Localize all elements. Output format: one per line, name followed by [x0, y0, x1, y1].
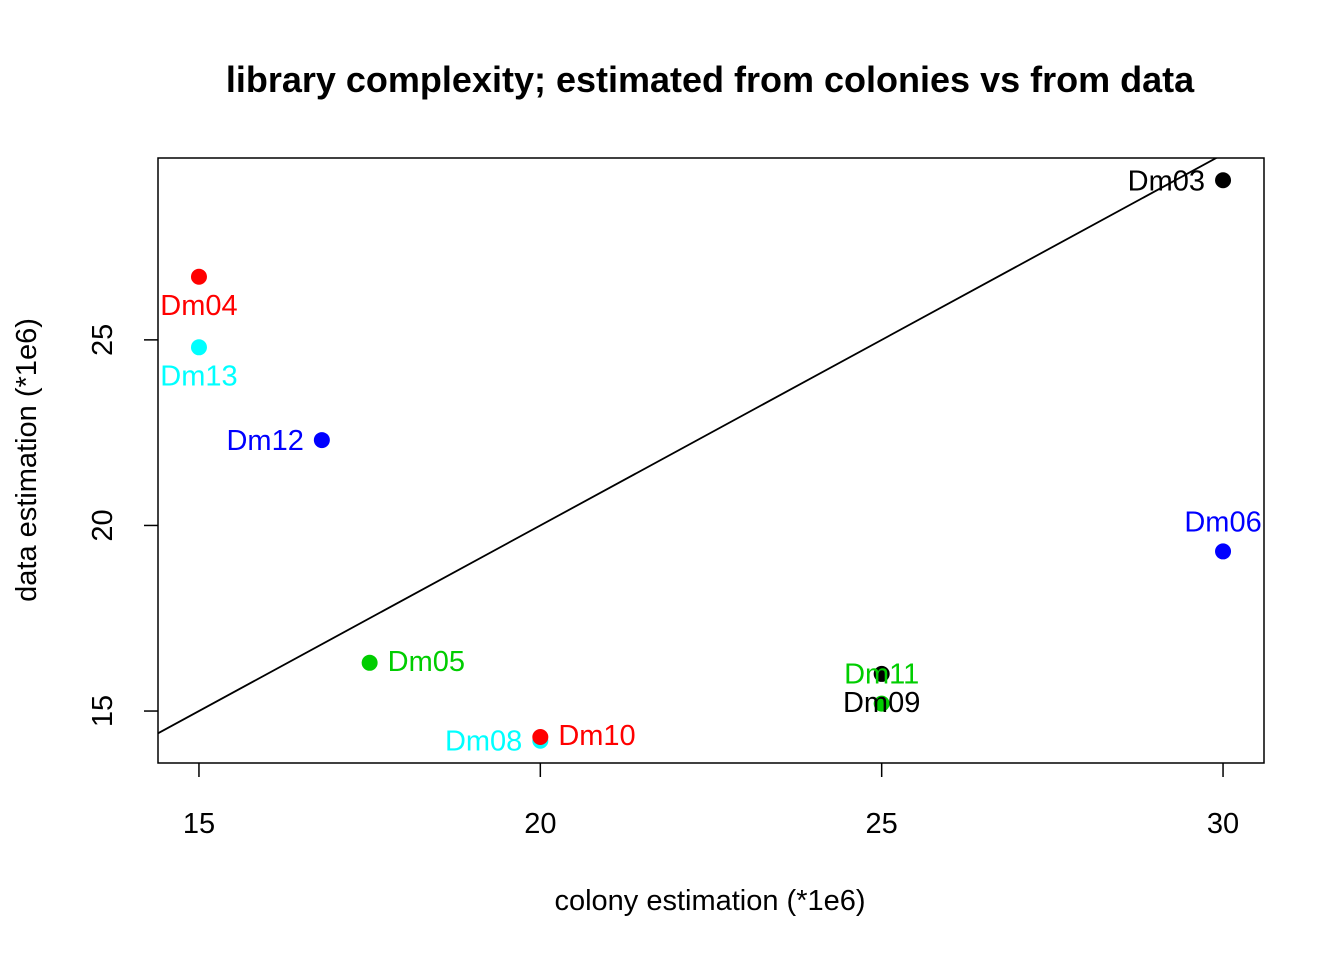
point-label-dm12: Dm12	[226, 425, 303, 457]
data-point-dm10	[532, 729, 549, 746]
data-points	[190, 172, 1232, 749]
point-label-dm04: Dm04	[160, 290, 237, 322]
reference-line-group	[158, 158, 1219, 735]
chart-title: library complexity; estimated from colon…	[226, 59, 1195, 100]
data-point-dm03	[1215, 172, 1232, 189]
data-point-dm12	[313, 432, 330, 449]
point-label-dm13: Dm13	[160, 360, 237, 392]
data-point-dm05	[361, 654, 378, 671]
point-label-dm09: Dm09	[843, 687, 920, 719]
data-point-dm13	[190, 339, 207, 356]
x-axis: 15 20 25 30	[183, 763, 1239, 840]
y-tick-label: 20	[87, 509, 119, 541]
data-point-dm04	[190, 268, 207, 285]
x-tick-label: 30	[1207, 808, 1239, 840]
x-tick-label: 25	[866, 808, 898, 840]
data-point-dm11	[873, 695, 890, 712]
data-point-dm09	[873, 665, 890, 682]
data-point-dm06	[1215, 543, 1232, 560]
point-label-dm06: Dm06	[1184, 506, 1261, 538]
reference-line	[158, 158, 1219, 735]
x-tick-label: 20	[524, 808, 556, 840]
x-tick-label: 15	[183, 808, 215, 840]
point-label-dm11: Dm11	[844, 659, 919, 691]
y-tick-label: 15	[87, 695, 119, 727]
point-label-dm05: Dm05	[388, 646, 465, 678]
y-axis: 15 20 25	[87, 324, 158, 727]
point-label-dm03: Dm03	[1128, 165, 1205, 197]
point-label-dm10: Dm10	[558, 720, 635, 752]
plot-frame	[157, 157, 1265, 764]
point-label-dm08: Dm08	[445, 726, 522, 758]
y-axis-label: data estimation (*1e6)	[11, 318, 43, 602]
y-tick-label: 25	[87, 324, 119, 356]
x-axis-label: colony estimation (*1e6)	[554, 885, 865, 917]
